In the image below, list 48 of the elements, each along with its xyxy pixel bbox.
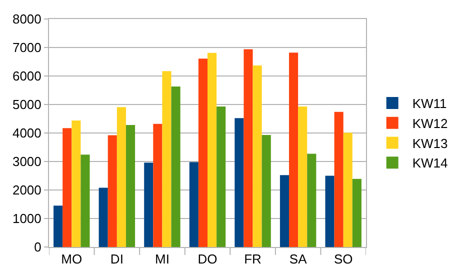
bar xyxy=(144,162,154,247)
bar xyxy=(171,86,180,247)
bar xyxy=(153,124,162,247)
bar xyxy=(80,154,90,247)
bar xyxy=(189,162,198,247)
bar xyxy=(208,52,217,247)
bar xyxy=(62,128,72,247)
bar xyxy=(216,106,226,247)
bar xyxy=(54,206,63,247)
x-tick-label: DI xyxy=(110,252,124,267)
y-tick-label: 0 xyxy=(34,240,42,255)
x-tick-label: MO xyxy=(61,252,82,267)
y-tick-label: 4000 xyxy=(12,126,42,141)
bar xyxy=(162,71,172,247)
bar xyxy=(298,106,308,247)
y-tick-label: 7000 xyxy=(12,40,42,56)
x-tick-label: DO xyxy=(198,252,218,267)
y-tick-label: 6000 xyxy=(12,68,42,84)
bar xyxy=(252,65,262,247)
legend-label: KW12 xyxy=(412,116,448,131)
bar xyxy=(244,49,253,247)
y-tick-label: 1000 xyxy=(12,211,42,226)
bar xyxy=(280,175,290,247)
y-tick-label: 3000 xyxy=(12,154,42,170)
bar xyxy=(352,178,362,247)
bar xyxy=(98,188,108,247)
bar xyxy=(198,58,208,247)
legend-label: KW14 xyxy=(412,156,448,171)
y-tick-label: 8000 xyxy=(12,12,42,27)
bar xyxy=(126,125,136,247)
x-tick-label: FR xyxy=(244,252,262,267)
legend-label: KW13 xyxy=(412,136,448,151)
bar xyxy=(72,120,81,247)
bar xyxy=(307,154,316,247)
bar xyxy=(325,176,334,247)
bar xyxy=(343,132,352,247)
legend-label: KW11 xyxy=(412,96,447,112)
y-tick-label: 2000 xyxy=(12,182,42,198)
bar xyxy=(108,135,117,247)
x-tick-label: SA xyxy=(289,252,308,267)
bar xyxy=(334,112,344,247)
bar xyxy=(116,107,126,247)
x-tick-label: SO xyxy=(334,252,353,267)
x-tick-label: MI xyxy=(154,252,170,267)
bar xyxy=(262,134,271,247)
bar xyxy=(289,52,298,247)
y-tick-label: 5000 xyxy=(12,97,42,112)
bar xyxy=(234,118,244,247)
